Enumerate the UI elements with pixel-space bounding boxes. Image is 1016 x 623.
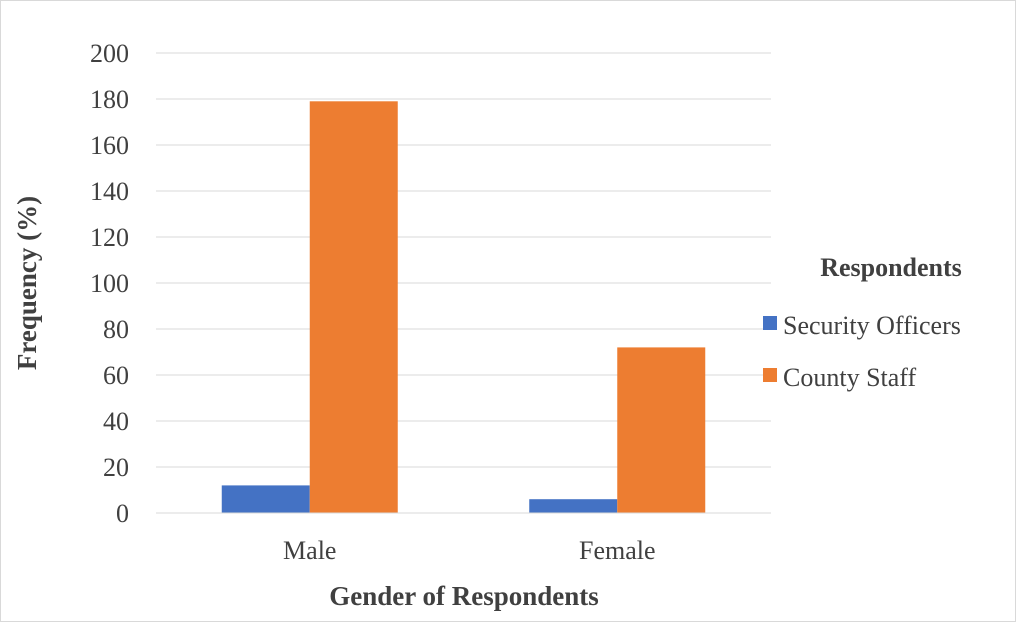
y-tick-label: 200 [90, 39, 129, 68]
x-tick-label: Female [579, 536, 656, 565]
y-axis-ticks: 0 20 40 60 80 100 120 140 160 180 200 [90, 39, 129, 528]
y-tick-label: 40 [103, 407, 129, 436]
y-tick-label: 100 [90, 269, 129, 298]
y-tick-label: 0 [116, 499, 129, 528]
y-tick-label: 120 [90, 223, 129, 252]
y-tick-label: 180 [90, 85, 129, 114]
x-axis-title: Gender of Respondents [329, 581, 599, 611]
legend-title: Respondents [820, 253, 962, 282]
y-tick-label: 160 [90, 131, 129, 160]
bar-county-staff-female [617, 347, 706, 513]
legend-swatch [763, 316, 777, 330]
y-tick-label: 20 [103, 453, 129, 482]
x-tick-label: Male [283, 536, 336, 565]
legend-label: County Staff [783, 363, 916, 392]
x-axis-ticks: Male Female [283, 536, 655, 565]
bar-county-staff-male [309, 101, 398, 514]
legend-swatch [763, 368, 777, 382]
legend: Respondents Security Officers County Staf… [763, 253, 962, 392]
legend-label: Security Officers [783, 311, 961, 340]
bars [221, 101, 706, 514]
gridlines [156, 52, 771, 468]
y-tick-label: 60 [103, 361, 129, 390]
y-tick-label: 140 [90, 177, 129, 206]
bar-security-officers-male [221, 485, 310, 513]
y-axis-title: Frequency (%) [12, 196, 42, 370]
bar-security-officers-female [529, 499, 618, 513]
y-tick-label: 80 [103, 315, 129, 344]
